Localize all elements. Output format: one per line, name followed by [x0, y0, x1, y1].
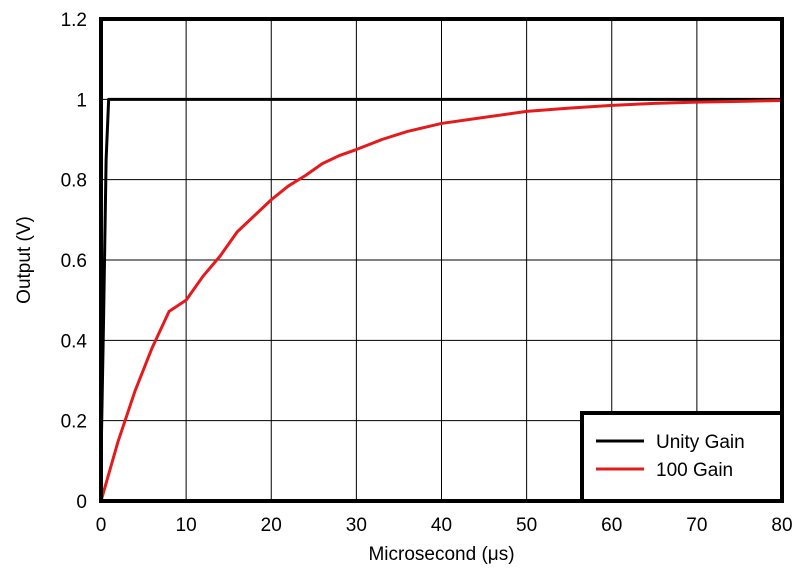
x-axis-title: Microsecond (μs)	[368, 544, 514, 565]
y-tick-label: 0.6	[61, 251, 87, 272]
x-tick-label: 50	[516, 515, 537, 536]
legend: Unity Gain 100 Gain	[580, 411, 784, 503]
legend-box	[580, 411, 784, 503]
x-tick-label: 0	[96, 515, 107, 536]
x-tick-label: 70	[686, 515, 707, 536]
series-line-100-gain	[99, 99, 784, 503]
y-tick-label: 0.2	[61, 412, 87, 433]
x-tick-labels: 0 10 20 30 40 50 60 70 80	[96, 515, 793, 536]
legend-label-unity-gain: Unity Gain	[656, 432, 745, 453]
y-tick-label: 0.4	[61, 331, 88, 352]
legend-label-100-gain: 100 Gain	[656, 460, 733, 481]
x-tick-label: 80	[771, 515, 792, 536]
y-tick-label: 1.2	[61, 10, 87, 31]
plot-frame	[99, 17, 784, 503]
x-tick-label: 20	[261, 515, 282, 536]
y-tick-label: 0	[76, 492, 87, 513]
y-tick-label: 0.8	[61, 171, 87, 192]
x-tick-label: 40	[431, 515, 452, 536]
x-tick-label: 10	[176, 515, 197, 536]
x-tick-label: 30	[346, 515, 367, 536]
x-tick-label: 60	[601, 515, 622, 536]
y-tick-labels: 0 0.2 0.4 0.6 0.8 1 1.2	[61, 10, 88, 513]
y-axis-title: Output (V)	[14, 216, 35, 304]
y-tick-label: 1	[76, 90, 87, 111]
